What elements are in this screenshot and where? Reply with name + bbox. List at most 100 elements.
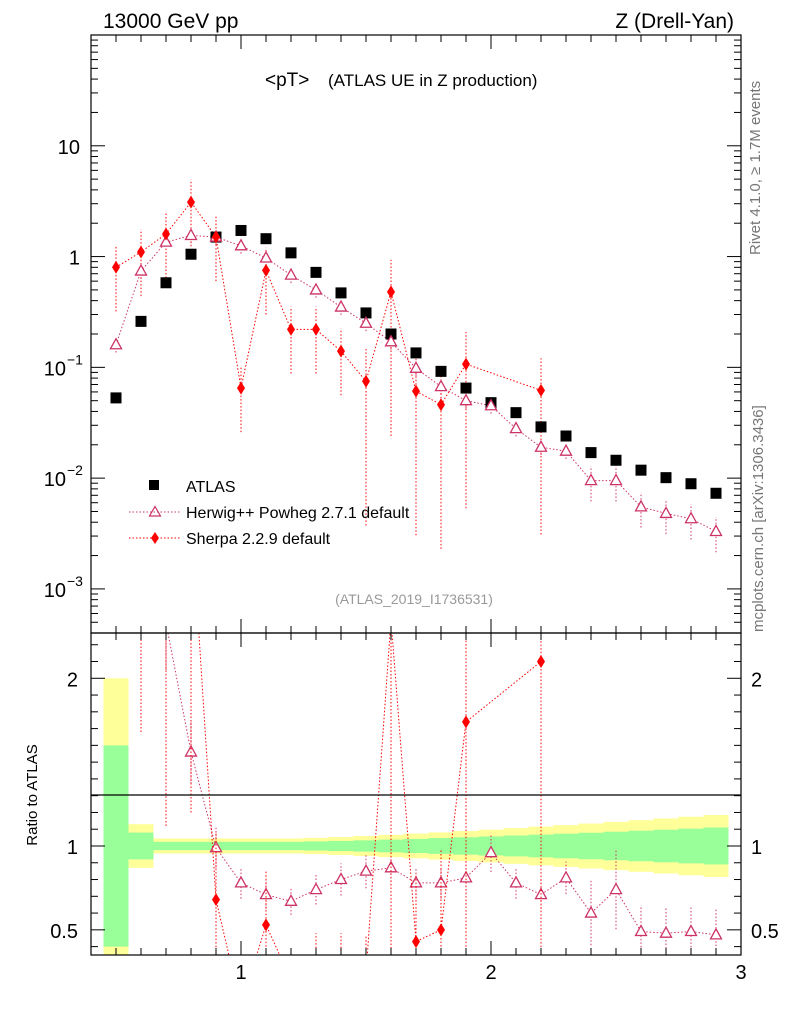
ratio-point-sherpa <box>237 1000 245 1013</box>
legend-label-herwig: Herwig++ Powheg 2.7.1 default <box>186 505 410 522</box>
header-right: Z (Drell-Yan) <box>615 10 734 33</box>
ratio-point-herwig <box>409 875 423 888</box>
ratio-point-herwig <box>309 882 323 895</box>
ratio-point-sherpa <box>362 967 370 980</box>
point-herwig <box>634 499 648 512</box>
ratio-y-tick-label-right: 1 <box>751 837 762 859</box>
ratio-band-1sigma <box>453 837 479 855</box>
ratio-uncertainty-bands <box>103 678 729 955</box>
point-atlas <box>510 407 522 419</box>
ratio-point-herwig <box>459 870 473 883</box>
ratio-frame <box>90 632 742 956</box>
ratio-point-herwig <box>359 863 373 876</box>
point-sherpa <box>312 322 320 336</box>
ratio-band-1sigma <box>528 834 554 858</box>
ratio-band-1sigma <box>603 831 629 861</box>
point-sherpa <box>287 322 295 336</box>
ratio-point-herwig <box>709 927 723 940</box>
x-tick-label: 3 <box>735 962 746 984</box>
point-herwig <box>684 511 698 524</box>
ratio-point-sherpa <box>262 918 270 932</box>
point-herwig <box>534 439 548 452</box>
point-atlas <box>460 382 472 394</box>
ratio-band-1sigma <box>653 829 679 863</box>
point-atlas <box>135 315 147 327</box>
point-sherpa <box>537 383 545 397</box>
point-atlas <box>260 233 272 245</box>
y-tick-label: 10 <box>58 137 80 159</box>
point-atlas <box>235 224 247 236</box>
ratio-point-sherpa <box>162 538 170 551</box>
ratio-band-1sigma <box>503 835 529 857</box>
y-tick-label-exponent: −1 <box>67 351 83 367</box>
point-herwig <box>459 393 473 406</box>
ratio-y-tick-label-right: 0.5 <box>751 921 779 943</box>
point-herwig <box>309 282 323 295</box>
ratio-y-tick-label-right: 2 <box>751 669 762 691</box>
y-tick-label: 10 <box>44 358 66 380</box>
ratio-point-sherpa <box>462 715 470 729</box>
ratio-band-1sigma <box>128 832 154 860</box>
point-herwig <box>134 263 148 276</box>
point-atlas <box>360 307 372 319</box>
ratio-point-herwig <box>484 845 498 858</box>
y-tick-label-exponent: −2 <box>67 462 83 478</box>
x-tick-label: 1 <box>235 962 246 984</box>
ratio-band-1sigma <box>678 828 704 864</box>
legend-label-sherpa: Sherpa 2.2.9 default <box>186 531 331 548</box>
ratio-point-herwig <box>659 925 673 938</box>
point-herwig <box>384 334 398 347</box>
point-herwig <box>559 443 573 456</box>
ratio-point-sherpa <box>312 957 320 970</box>
ratio-band-1sigma <box>103 745 129 947</box>
point-herwig <box>659 506 673 519</box>
header-left: 13000 GeV pp <box>103 10 238 33</box>
ratio-band-1sigma <box>253 841 279 851</box>
point-sherpa <box>412 384 420 398</box>
ratio-band-1sigma <box>428 838 454 854</box>
ratio-point-sherpa <box>137 303 145 316</box>
ratio-band-1sigma <box>178 841 204 851</box>
ratio-point-sherpa <box>387 613 395 626</box>
point-herwig <box>109 337 123 350</box>
point-atlas <box>635 464 647 476</box>
point-sherpa <box>212 230 220 244</box>
y-tick-label: 10 <box>44 580 66 602</box>
ratio-point-sherpa <box>212 893 220 907</box>
ratio-point-herwig <box>161 617 172 627</box>
ratio-band-1sigma <box>153 841 179 851</box>
point-atlas <box>110 392 122 404</box>
legend-marker-sherpa <box>151 532 159 544</box>
ratio-band-1sigma <box>553 833 579 859</box>
ratio-band-1sigma <box>353 840 379 852</box>
point-herwig <box>284 267 298 280</box>
point-sherpa <box>437 398 445 412</box>
point-atlas <box>535 421 547 433</box>
point-sherpa <box>237 381 245 395</box>
legend-label-atlas: ATLAS <box>186 479 236 496</box>
ratio-data-layer <box>111 303 723 1013</box>
point-atlas <box>660 472 672 484</box>
ratio-point-herwig <box>634 924 648 937</box>
ratio-band-1sigma <box>328 840 354 852</box>
ratio-band-1sigma <box>403 838 429 854</box>
point-sherpa <box>187 195 195 209</box>
legend-marker-herwig <box>148 505 162 517</box>
point-sherpa <box>362 374 370 388</box>
ratio-band-1sigma <box>278 841 304 851</box>
ratio-y-axis-label: Ratio to ATLAS <box>24 744 41 845</box>
ratio-band-1sigma <box>628 830 654 862</box>
ratio-point-herwig <box>284 893 298 906</box>
point-atlas <box>310 266 322 278</box>
rivet-version-text: Rivet 4.1.0, ≥ 1.7M events <box>747 81 764 255</box>
point-herwig <box>159 234 173 247</box>
point-atlas <box>710 487 722 499</box>
point-herwig <box>334 299 348 312</box>
line-sherpa <box>115 201 542 406</box>
point-atlas <box>285 247 297 259</box>
ratio-band-1sigma <box>703 827 729 865</box>
ratio-point-herwig <box>111 505 122 515</box>
point-herwig <box>709 524 723 537</box>
point-herwig <box>509 421 523 434</box>
plot-title-sub: (ATLAS UE in Z production) <box>328 71 537 90</box>
